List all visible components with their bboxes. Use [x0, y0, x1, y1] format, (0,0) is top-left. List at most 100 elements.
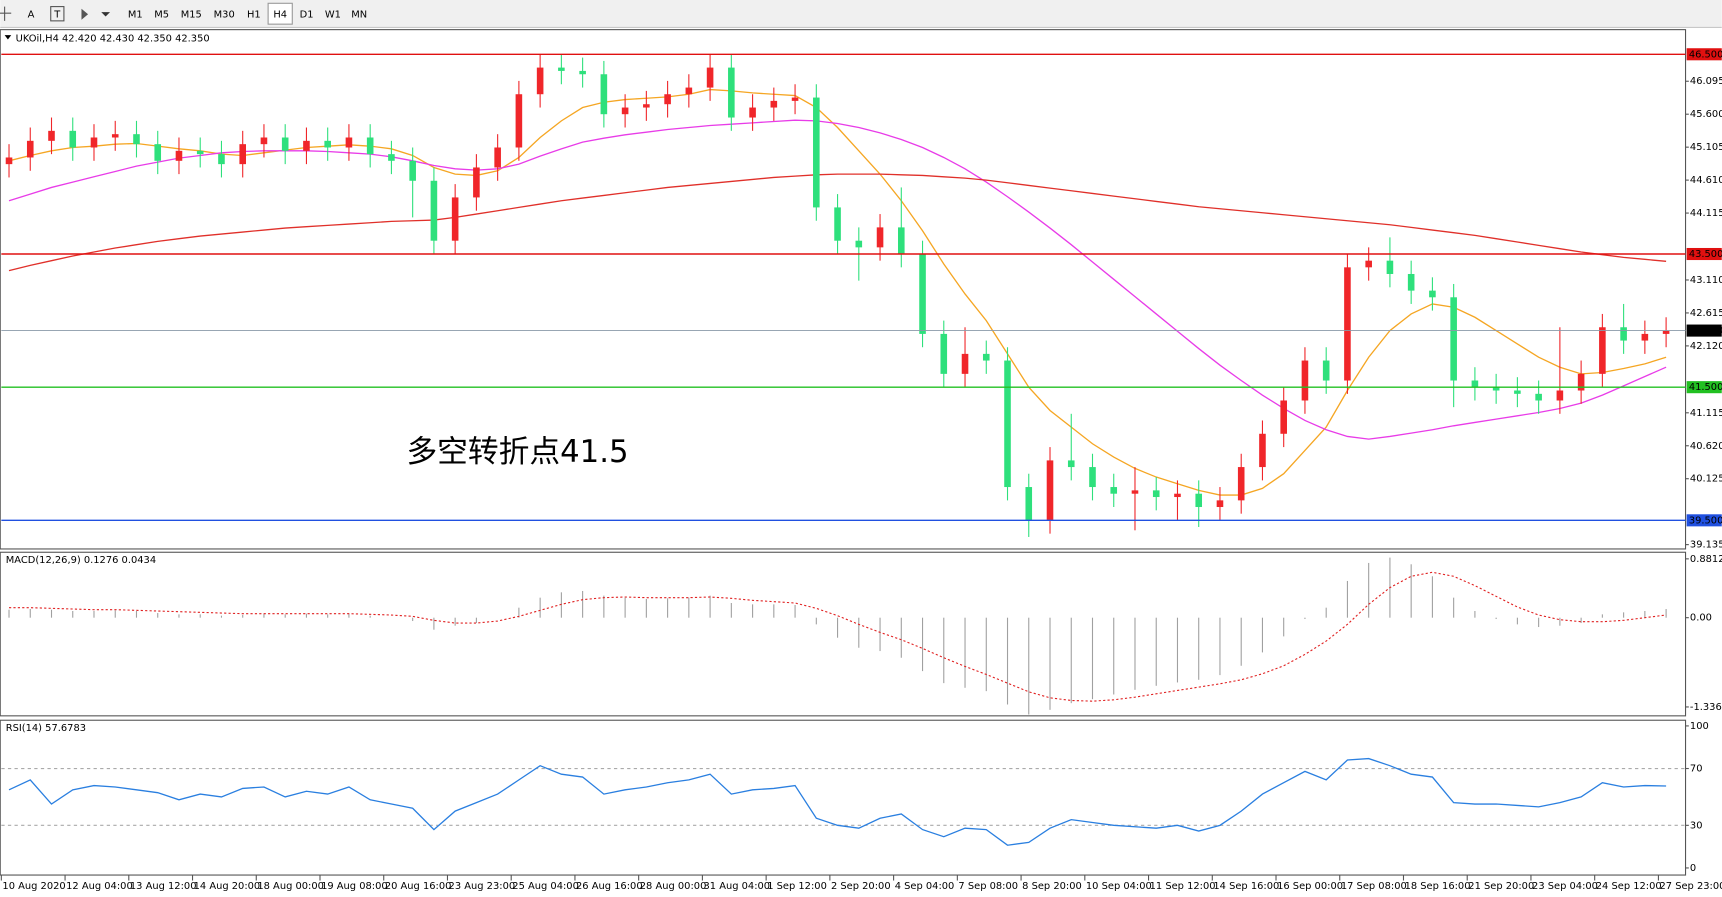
x-tick-label: 10 Aug 2020	[2, 881, 65, 892]
toolbar-button[interactable]: W1	[325, 9, 341, 20]
y-tick-label: 0.00	[1690, 613, 1712, 624]
candle-body	[69, 130, 77, 148]
text-label-icon[interactable]: T	[50, 6, 65, 22]
y-tick-label: 45.600	[1690, 109, 1722, 120]
candle-body	[196, 150, 204, 155]
toolbar-button-label[interactable]: MN	[351, 9, 367, 20]
candle-body	[1237, 467, 1245, 501]
toolbar-button[interactable]: M15	[181, 9, 202, 20]
toolbar-button-label[interactable]: M5	[154, 9, 169, 20]
toolbar-button[interactable]: MN	[351, 9, 367, 20]
candle-body	[1004, 360, 1011, 488]
candle-body	[5, 157, 13, 165]
candle-body	[1301, 360, 1309, 401]
x-tick-label: 14 Sep 16:00	[1213, 881, 1279, 892]
toolbar-button-label[interactable]: W1	[325, 9, 341, 20]
y-tick-label: 44.610	[1690, 175, 1722, 186]
candle-body	[749, 107, 756, 118]
candle-body	[919, 254, 926, 334]
candle-body	[1025, 487, 1033, 521]
y-tick-label: 46.095	[1690, 76, 1722, 87]
toolbar-button-label[interactable]: M15	[181, 9, 202, 20]
y-tick-label: 44.115	[1690, 208, 1722, 219]
x-tick-label: 16 Sep 00:00	[1277, 881, 1343, 892]
macd-signal	[9, 571, 1667, 702]
candle-body	[239, 144, 247, 165]
toolbar-button-label[interactable]: M1	[128, 9, 143, 20]
toolbar-button[interactable]: H1	[247, 9, 261, 20]
y-tick-label: 41.115	[1690, 408, 1722, 419]
candle-body	[1514, 390, 1521, 394]
x-tick-label: 19 Aug 08:00	[321, 881, 388, 892]
x-tick-label: 10 Sep 04:00	[1086, 881, 1152, 892]
candle-body	[345, 137, 353, 148]
cursor-icon[interactable]	[0, 6, 12, 21]
toolbar-button[interactable]: M30	[214, 9, 235, 20]
candle-body	[1344, 267, 1351, 381]
y-tick-label: 42.120	[1690, 341, 1722, 352]
symbol-menu-arrow[interactable]	[4, 35, 12, 40]
candle-body	[1152, 490, 1160, 498]
candle-body	[621, 107, 629, 115]
toolbar-button-label[interactable]: H1	[247, 9, 261, 20]
annotation: 多空转折点41.5	[406, 434, 628, 470]
x-tick-label: 28 Aug 00:00	[640, 881, 707, 892]
x-tick-label: 24 Sep 12:00	[1596, 881, 1662, 892]
toolbar-button[interactable]: A	[28, 9, 35, 20]
toolbar-button[interactable]: D1	[300, 9, 314, 20]
candle-body	[1322, 360, 1330, 381]
candle-body	[430, 180, 438, 241]
y-tick-label: 43.110	[1690, 275, 1722, 286]
moving-average	[8, 119, 1667, 440]
candle-body	[1365, 260, 1372, 268]
x-tick-label: 12 Aug 04:00	[66, 881, 133, 892]
macd-panel	[0, 551, 1687, 717]
candle-body	[175, 150, 183, 161]
candle-body	[728, 67, 735, 118]
level-label-bg	[1686, 48, 1722, 61]
y-tick-label: 45.105	[1690, 142, 1722, 153]
candle-body	[1216, 500, 1224, 508]
candle-body	[515, 94, 523, 148]
candle-body	[26, 140, 34, 158]
x-tick-label: 1 Sep 12:00	[767, 881, 827, 892]
candle-body	[813, 97, 820, 208]
candle-body	[111, 134, 119, 138]
candle-body	[579, 70, 586, 75]
toolbar-button[interactable]: H4	[267, 2, 293, 25]
y-tick-label: 70	[1690, 764, 1703, 775]
toolbar-button[interactable]: M5	[154, 9, 169, 20]
x-tick-label: 7 Sep 08:00	[958, 881, 1018, 892]
candle-body	[1110, 487, 1118, 494]
toolbar-button-label[interactable]: A	[28, 9, 35, 20]
x-tick-label: 8 Sep 20:00	[1022, 881, 1082, 892]
active-button-bg	[267, 2, 293, 25]
candle-body	[664, 94, 671, 105]
x-tick-label: 18 Sep 16:00	[1405, 881, 1471, 892]
candle-body	[90, 137, 98, 148]
x-tick-label: 25 Aug 04:00	[512, 881, 579, 892]
x-tick-label: 18 Aug 00:00	[257, 881, 324, 892]
level-label: 39.500	[1689, 515, 1722, 526]
x-tick-label: 26 Aug 16:00	[576, 881, 643, 892]
toolbar-button-label[interactable]: M30	[214, 9, 235, 20]
level-label: 42.350	[1689, 326, 1722, 337]
shapes-icon[interactable]	[81, 8, 111, 20]
x-tick-label: 20 Aug 16:00	[385, 881, 452, 892]
y-tick-label: -1.3368	[1690, 702, 1722, 713]
x-tick-label: 31 Aug 04:00	[704, 881, 771, 892]
toolbar-button-label[interactable]: H4	[273, 9, 287, 20]
x-tick-label: 11 Sep 12:00	[1150, 881, 1216, 892]
toolbar-button-label[interactable]: D1	[300, 9, 314, 20]
y-tick-label: 42.615	[1690, 308, 1722, 319]
candle-body	[558, 67, 565, 71]
level-label-bg	[1686, 514, 1722, 527]
y-tick-label: 100	[1690, 721, 1709, 732]
candle-body	[1599, 327, 1606, 374]
toolbar-button[interactable]: M1	[128, 9, 143, 20]
candle-body	[1429, 290, 1436, 298]
x-tick-label: 23 Sep 04:00	[1532, 881, 1598, 892]
candle-body	[1407, 273, 1415, 291]
y-tick-label: 30	[1690, 820, 1703, 831]
candle-body	[897, 227, 905, 255]
